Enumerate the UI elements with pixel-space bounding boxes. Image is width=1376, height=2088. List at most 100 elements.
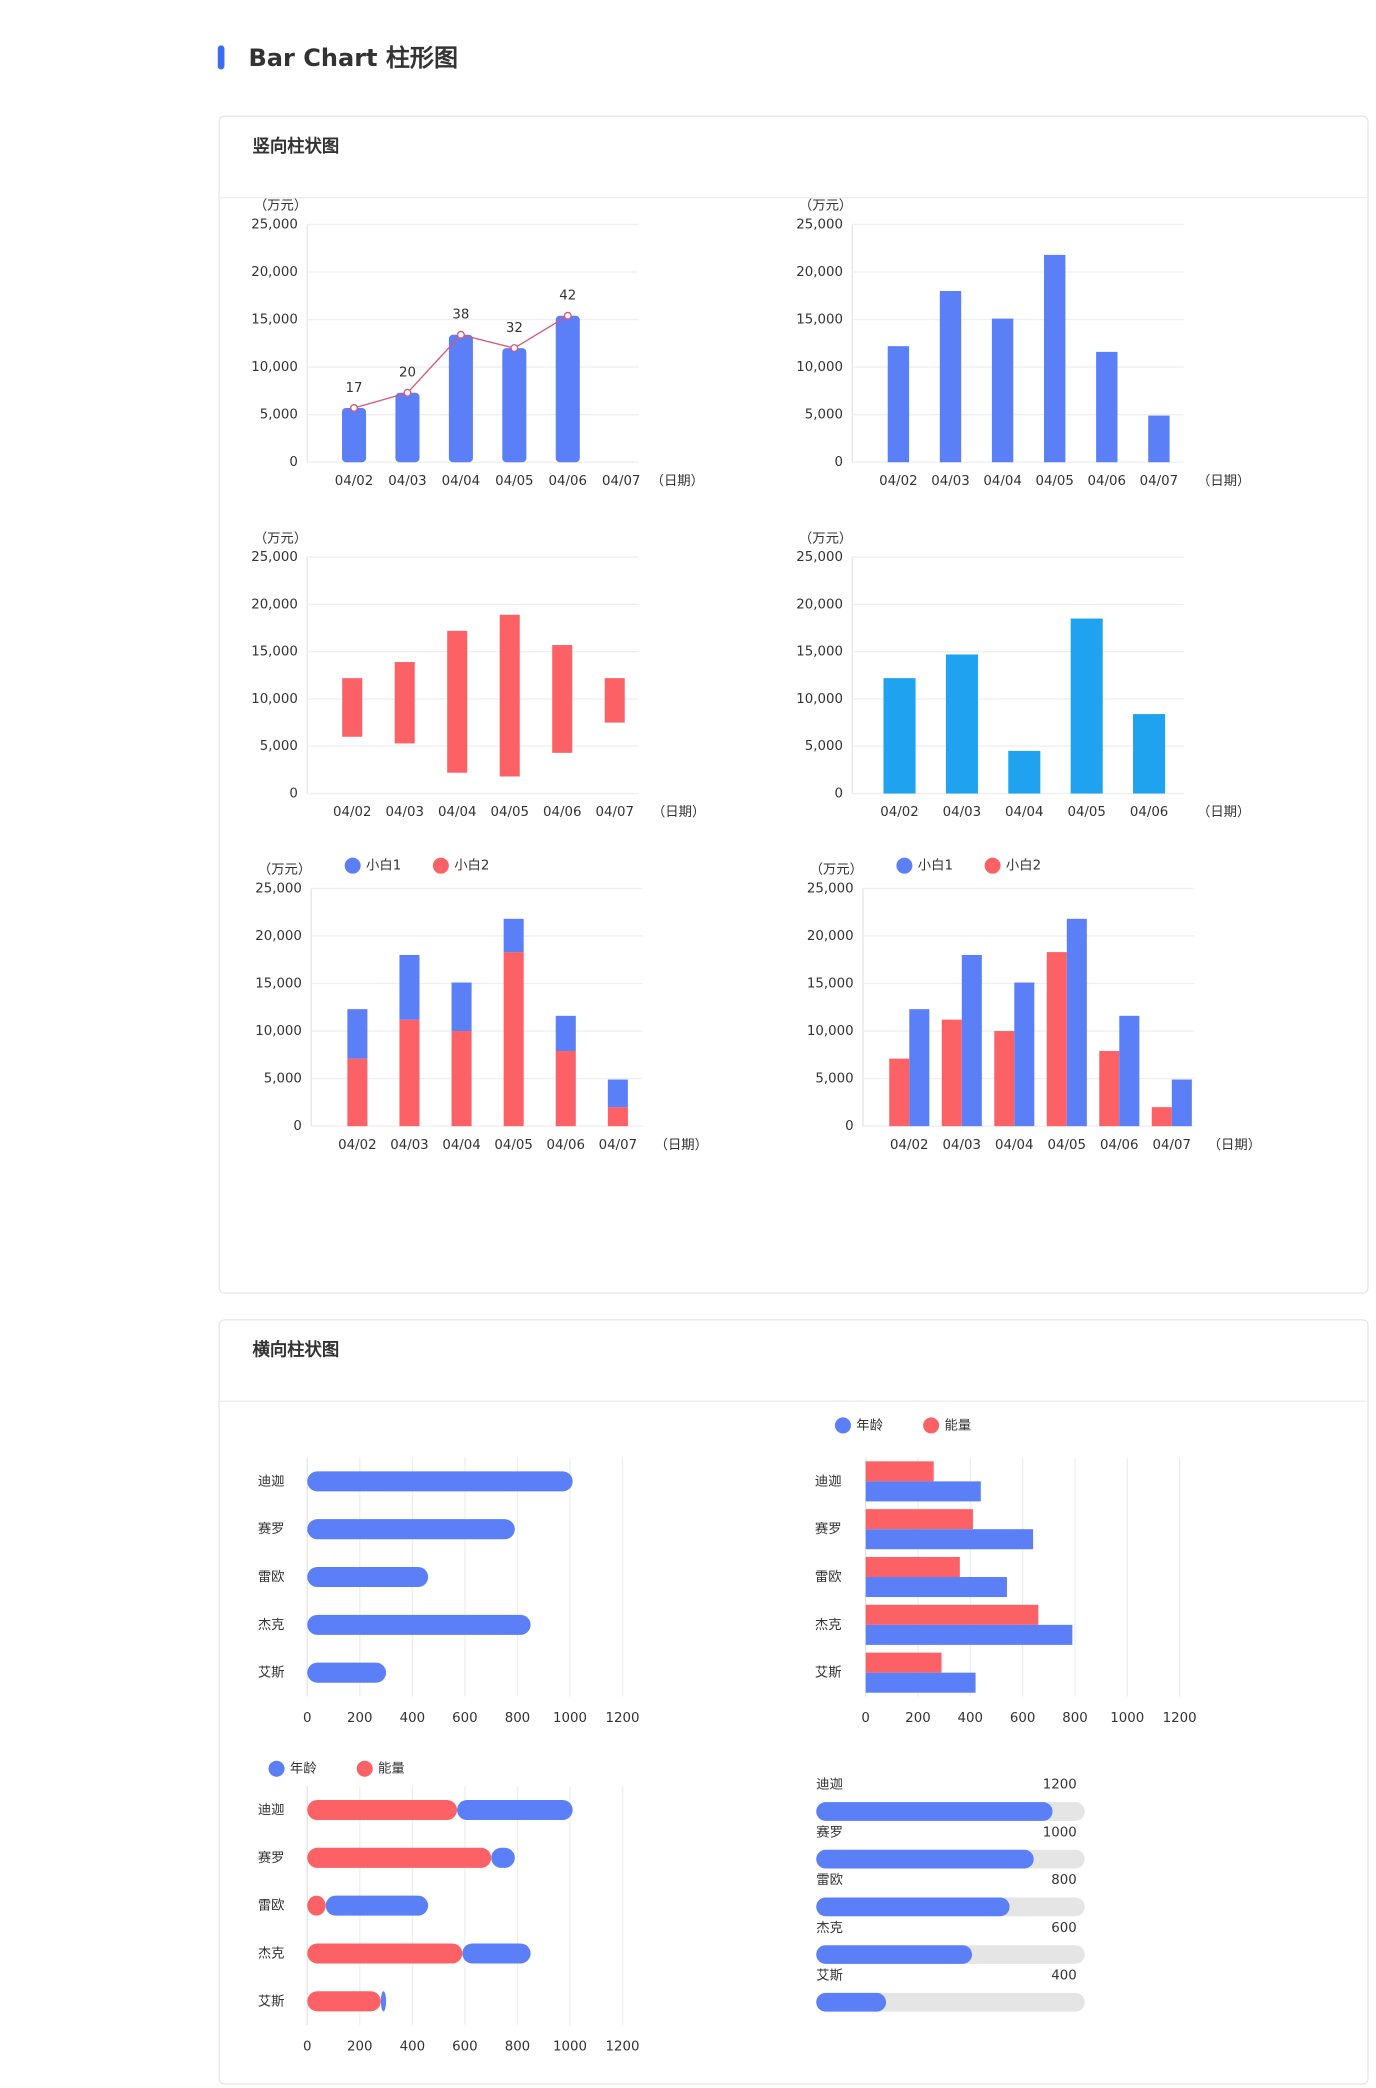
- progress-label: 雷欧: [816, 1872, 843, 1888]
- progress-bar: [816, 1897, 1010, 1917]
- y-tick-label: 15,000: [807, 976, 854, 991]
- y-tick-label: 25,000: [255, 881, 302, 896]
- y-tick-label: 杰克: [258, 1945, 285, 1961]
- bar-segment: [462, 1943, 531, 1964]
- x-tick-label: 04/06: [543, 805, 581, 820]
- y-tick-label: 艾斯: [258, 1665, 285, 1681]
- y-tick-label: 0: [289, 455, 298, 470]
- range-bar: [552, 645, 573, 753]
- range-bar: [342, 678, 363, 737]
- x-tick-label: 800: [1062, 1711, 1087, 1726]
- x-tick-label: 04/04: [442, 1138, 480, 1153]
- y-tick-label: 5,000: [805, 739, 843, 754]
- x-tick-label: 0: [861, 1711, 870, 1726]
- y-tick-label: 杰克: [815, 1617, 842, 1633]
- legend-label: 小白2: [1006, 858, 1041, 874]
- progress-value: 600: [1051, 1921, 1076, 1936]
- y-tick-label: 杰克: [258, 1617, 285, 1633]
- y-tick-label: 15,000: [796, 645, 843, 660]
- bar-segment: [503, 918, 524, 953]
- x-tick-label: 04/03: [388, 474, 426, 489]
- x-tick-label: 0: [303, 2040, 312, 2055]
- legend-swatch: [344, 857, 361, 874]
- y-tick-label: 5,000: [805, 408, 843, 423]
- x-tick-label: 04/07: [602, 474, 640, 489]
- y-tick-label: 15,000: [255, 976, 302, 991]
- progress-value: 800: [1051, 1873, 1076, 1888]
- point-label: 32: [506, 321, 523, 336]
- legend-swatch: [834, 1417, 851, 1434]
- x-tick-label: 04/02: [335, 474, 373, 489]
- x-tick-label: 04/03: [943, 1138, 981, 1153]
- bar: [865, 1509, 973, 1530]
- legend-label: 小白1: [918, 858, 953, 874]
- bar: [1070, 618, 1103, 794]
- bar-segment: [307, 1799, 458, 1821]
- y-axis-unit: （万元）: [258, 863, 311, 878]
- x-tick-label: 04/05: [495, 474, 533, 489]
- point-label: 20: [399, 366, 416, 381]
- bar: [448, 334, 473, 463]
- y-axis-unit: （万元）: [254, 531, 307, 546]
- x-tick-label: 1000: [1110, 1711, 1144, 1726]
- bar-segment: [325, 1895, 429, 1916]
- legend-label: 能量: [944, 1417, 971, 1433]
- y-tick-label: 10,000: [796, 692, 843, 707]
- bar-segment: [347, 1009, 368, 1059]
- bar: [1148, 415, 1170, 463]
- bar-segment: [380, 1991, 387, 2012]
- x-tick-label: 04/05: [1035, 474, 1073, 489]
- x-axis-unit: （日期）: [651, 473, 704, 489]
- card: [218, 1319, 1369, 2085]
- legend-swatch: [984, 857, 1001, 874]
- bar: [307, 1567, 429, 1588]
- point-label: 17: [346, 381, 363, 396]
- bar: [1014, 982, 1035, 1127]
- y-tick-label: 0: [289, 787, 298, 802]
- y-tick-label: 25,000: [796, 550, 843, 565]
- x-tick-label: 04/07: [1140, 474, 1178, 489]
- legend-swatch: [356, 1760, 373, 1777]
- x-tick-label: 04/05: [1048, 1138, 1086, 1153]
- bar: [502, 348, 527, 463]
- y-tick-label: 15,000: [796, 313, 843, 328]
- bar: [1133, 714, 1166, 794]
- bar: [395, 392, 420, 463]
- x-tick-label: 04/04: [442, 474, 480, 489]
- x-tick-label: 200: [347, 2040, 372, 2055]
- x-axis-unit: （日期）: [1208, 1137, 1261, 1153]
- progress-value: 400: [1051, 1969, 1076, 1984]
- y-axis-unit: （万元）: [799, 531, 852, 546]
- bar-segment: [451, 1031, 472, 1127]
- legend-swatch: [923, 1417, 940, 1434]
- bar-segment: [347, 1058, 368, 1127]
- range-bar: [499, 614, 520, 777]
- range-bar: [394, 662, 415, 744]
- bar-segment: [307, 1847, 492, 1868]
- x-tick-label: 1000: [553, 1711, 587, 1726]
- x-tick-label: 1000: [553, 2040, 587, 2055]
- legend-label: 小白2: [454, 858, 489, 874]
- y-tick-label: 赛罗: [258, 1850, 285, 1866]
- progress-label: 杰克: [816, 1920, 843, 1936]
- bar: [887, 346, 910, 463]
- progress-value: 1000: [1043, 1825, 1077, 1840]
- bar: [994, 1031, 1015, 1127]
- y-tick-label: 10,000: [251, 692, 298, 707]
- bar: [961, 954, 982, 1127]
- x-tick-label: 400: [400, 1711, 425, 1726]
- progress-bar: [816, 1849, 1034, 1869]
- range-bar: [447, 630, 468, 773]
- bar: [307, 1519, 515, 1540]
- y-tick-label: 20,000: [796, 265, 843, 280]
- y-tick-label: 20,000: [255, 929, 302, 944]
- legend-swatch: [896, 857, 913, 874]
- y-tick-label: 迪迦: [815, 1473, 842, 1489]
- x-tick-label: 04/02: [880, 805, 918, 820]
- x-tick-label: 04/02: [333, 805, 371, 820]
- x-tick-label: 600: [1010, 1711, 1035, 1726]
- x-tick-label: 04/07: [599, 1138, 637, 1153]
- y-axis-unit: （万元）: [254, 199, 307, 214]
- x-tick-label: 04/03: [943, 805, 981, 820]
- y-tick-label: 20,000: [251, 265, 298, 280]
